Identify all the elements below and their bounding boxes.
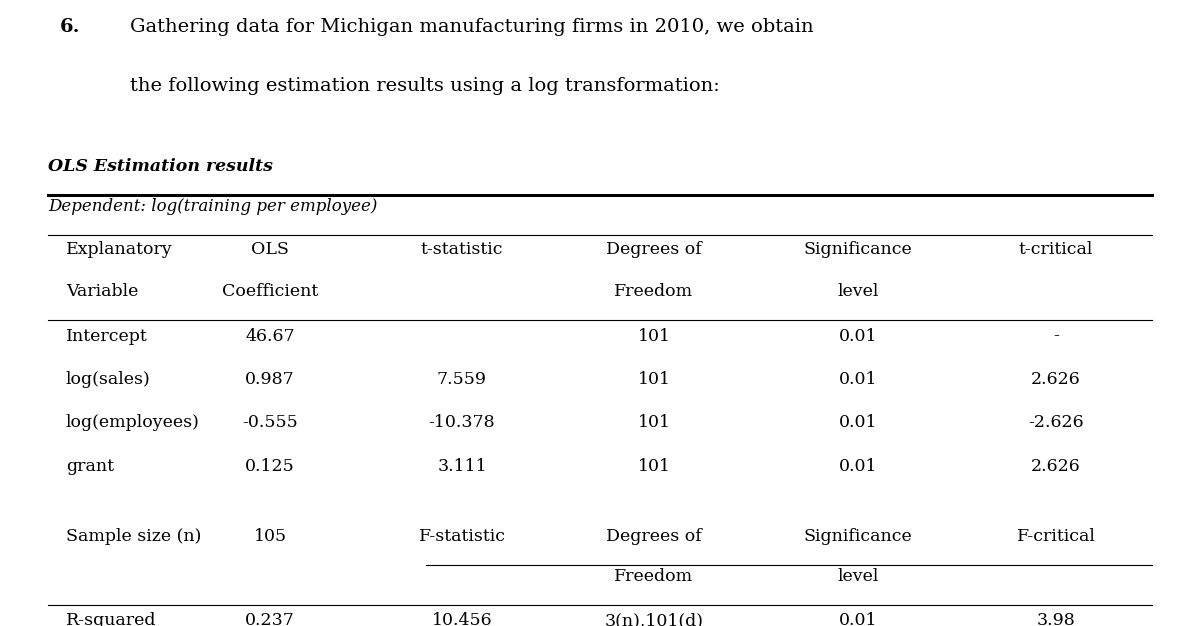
Text: Explanatory: Explanatory xyxy=(66,240,173,257)
Text: Intercept: Intercept xyxy=(66,327,148,344)
Text: 0.01: 0.01 xyxy=(839,458,877,475)
Text: t-statistic: t-statistic xyxy=(421,240,503,257)
Text: F-statistic: F-statistic xyxy=(419,528,505,545)
Text: -: - xyxy=(1054,327,1058,344)
Text: 0.01: 0.01 xyxy=(839,414,877,431)
Text: 101: 101 xyxy=(637,458,671,475)
Text: 0.237: 0.237 xyxy=(245,612,295,626)
Text: grant: grant xyxy=(66,458,114,475)
Text: Freedom: Freedom xyxy=(614,284,694,300)
Text: Significance: Significance xyxy=(804,528,912,545)
Text: 105: 105 xyxy=(253,528,287,545)
Text: 2.626: 2.626 xyxy=(1031,371,1081,388)
Text: 6.: 6. xyxy=(60,18,80,36)
Text: F-critical: F-critical xyxy=(1016,528,1096,545)
Text: Sample size (n): Sample size (n) xyxy=(66,528,202,545)
Text: 3(n),101(d): 3(n),101(d) xyxy=(605,612,703,626)
Text: Freedom: Freedom xyxy=(614,568,694,585)
Text: -2.626: -2.626 xyxy=(1028,414,1084,431)
Text: 0.987: 0.987 xyxy=(245,371,295,388)
Text: 101: 101 xyxy=(637,371,671,388)
Text: 3.98: 3.98 xyxy=(1037,612,1075,626)
Text: level: level xyxy=(838,284,878,300)
Text: Gathering data for Michigan manufacturing firms in 2010, we obtain: Gathering data for Michigan manufacturin… xyxy=(130,18,814,36)
Text: log(employees): log(employees) xyxy=(66,414,200,431)
Text: t-critical: t-critical xyxy=(1019,240,1093,257)
Text: 2.626: 2.626 xyxy=(1031,458,1081,475)
Text: -10.378: -10.378 xyxy=(428,414,496,431)
Text: 0.01: 0.01 xyxy=(839,371,877,388)
Text: 3.111: 3.111 xyxy=(437,458,487,475)
Text: the following estimation results using a log transformation:: the following estimation results using a… xyxy=(130,78,719,95)
Text: 10.456: 10.456 xyxy=(432,612,492,626)
Text: R-squared: R-squared xyxy=(66,612,156,626)
Text: log(sales): log(sales) xyxy=(66,371,151,388)
Text: Dependent: log(training per employee): Dependent: log(training per employee) xyxy=(48,198,377,215)
Text: 0.01: 0.01 xyxy=(839,327,877,344)
Text: Significance: Significance xyxy=(804,240,912,257)
Text: level: level xyxy=(838,568,878,585)
Text: OLS: OLS xyxy=(251,240,289,257)
Text: Coefficient: Coefficient xyxy=(222,284,318,300)
Text: Variable: Variable xyxy=(66,284,138,300)
Text: 0.01: 0.01 xyxy=(839,612,877,626)
Text: 101: 101 xyxy=(637,414,671,431)
Text: 101: 101 xyxy=(637,327,671,344)
Text: -0.555: -0.555 xyxy=(242,414,298,431)
Text: Degrees of: Degrees of xyxy=(606,240,702,257)
Text: OLS Estimation results: OLS Estimation results xyxy=(48,158,272,175)
Text: 0.125: 0.125 xyxy=(245,458,295,475)
Text: 7.559: 7.559 xyxy=(437,371,487,388)
Text: 46.67: 46.67 xyxy=(245,327,295,344)
Text: Degrees of: Degrees of xyxy=(606,528,702,545)
